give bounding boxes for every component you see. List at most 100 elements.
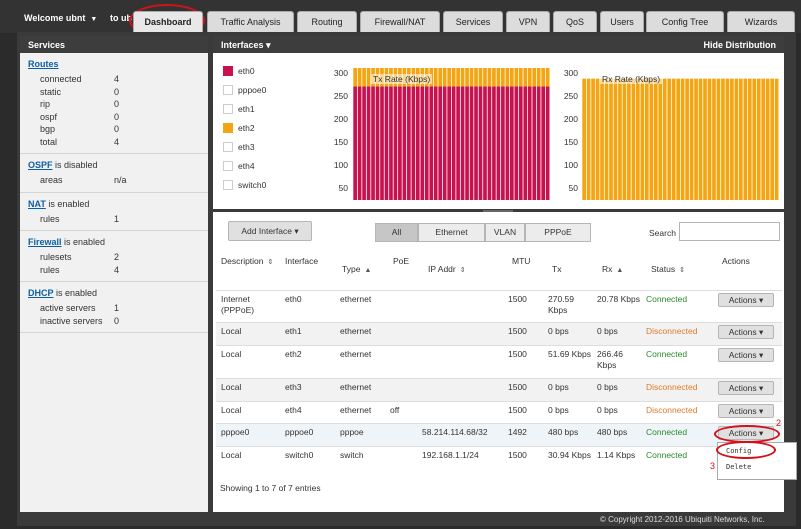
bar-eth0 — [438, 86, 443, 200]
legend-label: pppoe0 — [238, 85, 267, 95]
header-label: Rx — [602, 264, 613, 274]
actions-button[interactable]: Actions ▾ — [718, 325, 774, 339]
dhcp-link[interactable]: DHCP — [28, 288, 54, 298]
bar-eth2 — [747, 78, 752, 200]
filter-all[interactable]: All — [375, 223, 418, 242]
bar-eth2 — [676, 78, 680, 200]
column-header-rx[interactable]: Rx ▲ — [602, 264, 623, 274]
tab-wizards[interactable]: Wizards — [727, 11, 795, 32]
actions-button[interactable]: Actions ▾ — [718, 404, 774, 418]
bar-eth2 — [640, 78, 645, 200]
bar-eth2 — [523, 68, 528, 87]
menu-item-delete[interactable]: Delete — [726, 463, 752, 471]
cell-tx: 30.94 Kbps — [548, 450, 592, 460]
header-label: Description — [221, 256, 264, 266]
bar-eth0 — [510, 86, 514, 200]
legend-item-eth2[interactable]: eth2 — [223, 123, 255, 133]
interfaces-title: Interfaces — [221, 40, 264, 50]
cell-description: Local — [221, 326, 242, 336]
hide-distribution-link[interactable]: Hide Distribution — [703, 40, 777, 50]
filter-vlan[interactable]: VLAN — [485, 223, 525, 242]
stat-label: areas — [40, 175, 63, 185]
y-tick-label: 200 — [563, 113, 578, 124]
user-menu[interactable]: Welcome ubnt ▼ — [24, 13, 97, 23]
bar-eth0 — [505, 86, 510, 200]
cell-mtu: 1492 — [508, 427, 527, 437]
routes-link[interactable]: Routes — [28, 59, 59, 69]
bar-eth0 — [532, 86, 537, 200]
column-header-type[interactable]: Type ▲ — [342, 264, 371, 274]
legend-item-eth0[interactable]: eth0 — [223, 66, 255, 76]
panel-divider-handle[interactable] — [483, 210, 513, 213]
copyright: © Copyright 2012-2016 Ubiquiti Networks,… — [600, 515, 765, 524]
cell-mtu: 1500 — [508, 450, 527, 460]
add-interface-button[interactable]: Add Interface ▾ — [228, 221, 312, 241]
tab-traffic-analysis[interactable]: Traffic Analysis — [207, 11, 294, 32]
cell-rx: 1.14 Kbps — [597, 450, 636, 460]
bar-eth2 — [353, 68, 357, 87]
tab-users[interactable]: Users — [600, 11, 644, 32]
legend-label: eth2 — [238, 123, 255, 133]
column-header-status[interactable]: Status ⇕ — [651, 264, 685, 274]
bar-eth0 — [389, 86, 393, 200]
tab-vpn[interactable]: VPN — [506, 11, 550, 32]
bar-eth2 — [671, 78, 676, 200]
stat-row: active servers 1 — [28, 302, 200, 315]
column-header-tx[interactable]: Tx — [552, 264, 561, 274]
bar-eth2 — [357, 68, 362, 87]
y-tick-label: 300 — [333, 67, 348, 78]
filter-ethernet[interactable]: Ethernet — [418, 223, 485, 242]
legend-item-pppoe0[interactable]: pppoe0 — [223, 85, 266, 95]
services-section-ospf: OSPF is disabled areas n/a — [20, 154, 208, 193]
bar-eth2 — [474, 68, 478, 87]
bar-eth2 — [505, 68, 510, 87]
chevron-down-icon: ▾ — [266, 40, 271, 50]
bar-eth2 — [765, 78, 770, 200]
firewall-link[interactable]: Firewall — [28, 237, 62, 247]
actions-button[interactable]: Actions ▾ — [718, 381, 774, 395]
services-section-routes: Routes connected 4 static 0 rip 0 ospf 0 bgp 0 tota… — [20, 53, 208, 154]
header-label: PoE — [393, 256, 410, 266]
tab-qos[interactable]: QoS — [553, 11, 597, 32]
tab-config-tree[interactable]: Config Tree — [646, 11, 724, 32]
column-header-poe[interactable]: PoE — [393, 256, 409, 266]
column-header-description[interactable]: Description ⇕ — [221, 256, 273, 266]
search-input[interactable] — [679, 222, 780, 241]
bar-eth2 — [770, 78, 775, 200]
column-header-mtu[interactable]: MTU — [512, 256, 530, 266]
services-panel: Services Routes connected 4 static 0 rip 0 ospf… — [20, 36, 208, 512]
legend-item-eth1[interactable]: eth1 — [223, 104, 255, 114]
legend-item-eth3[interactable]: eth3 — [223, 142, 255, 152]
column-header-interface[interactable]: Interface — [285, 256, 318, 266]
legend-item-switch0[interactable]: switch0 — [223, 180, 266, 190]
chart-plot-area — [582, 78, 779, 200]
tab-firewall-nat[interactable]: Firewall/NAT — [360, 11, 440, 32]
actions-button[interactable]: Actions ▾ — [718, 348, 774, 362]
bar-eth0 — [371, 86, 375, 200]
ospf-link[interactable]: OSPF — [28, 160, 53, 170]
header-label: Status — [651, 264, 676, 274]
stat-value: n/a — [114, 175, 127, 185]
interfaces-dropdown[interactable]: Interfaces ▾ — [221, 40, 271, 50]
cell-tx: 270.59 Kbps — [548, 294, 574, 315]
stat-row: rulesets 2 — [28, 251, 200, 264]
filter-pppoe[interactable]: PPPoE — [525, 223, 591, 242]
column-header-ip-addr[interactable]: IP Addr ⇕ — [428, 264, 466, 274]
cell-description: Internet (PPPoE) — [221, 294, 255, 315]
bar-eth2 — [501, 68, 505, 87]
bar-eth2 — [433, 68, 438, 87]
cell-rx: 0 bps — [597, 382, 618, 392]
stat-value: 0 — [114, 99, 120, 109]
tab-dashboard[interactable]: Dashboard — [133, 11, 203, 32]
y-tick-label: 250 — [333, 90, 348, 101]
chevron-down-icon: ▾ — [756, 383, 764, 393]
stat-row: rules 1 — [28, 213, 200, 226]
tab-routing[interactable]: Routing — [297, 11, 357, 32]
legend-swatch — [223, 161, 233, 171]
nat-link[interactable]: NAT — [28, 198, 46, 209]
bar-eth2 — [469, 68, 474, 87]
tab-services[interactable]: Services — [443, 11, 503, 32]
bar-eth2 — [541, 68, 546, 87]
actions-button[interactable]: Actions ▾ — [718, 293, 774, 307]
legend-item-eth4[interactable]: eth4 — [223, 161, 255, 171]
